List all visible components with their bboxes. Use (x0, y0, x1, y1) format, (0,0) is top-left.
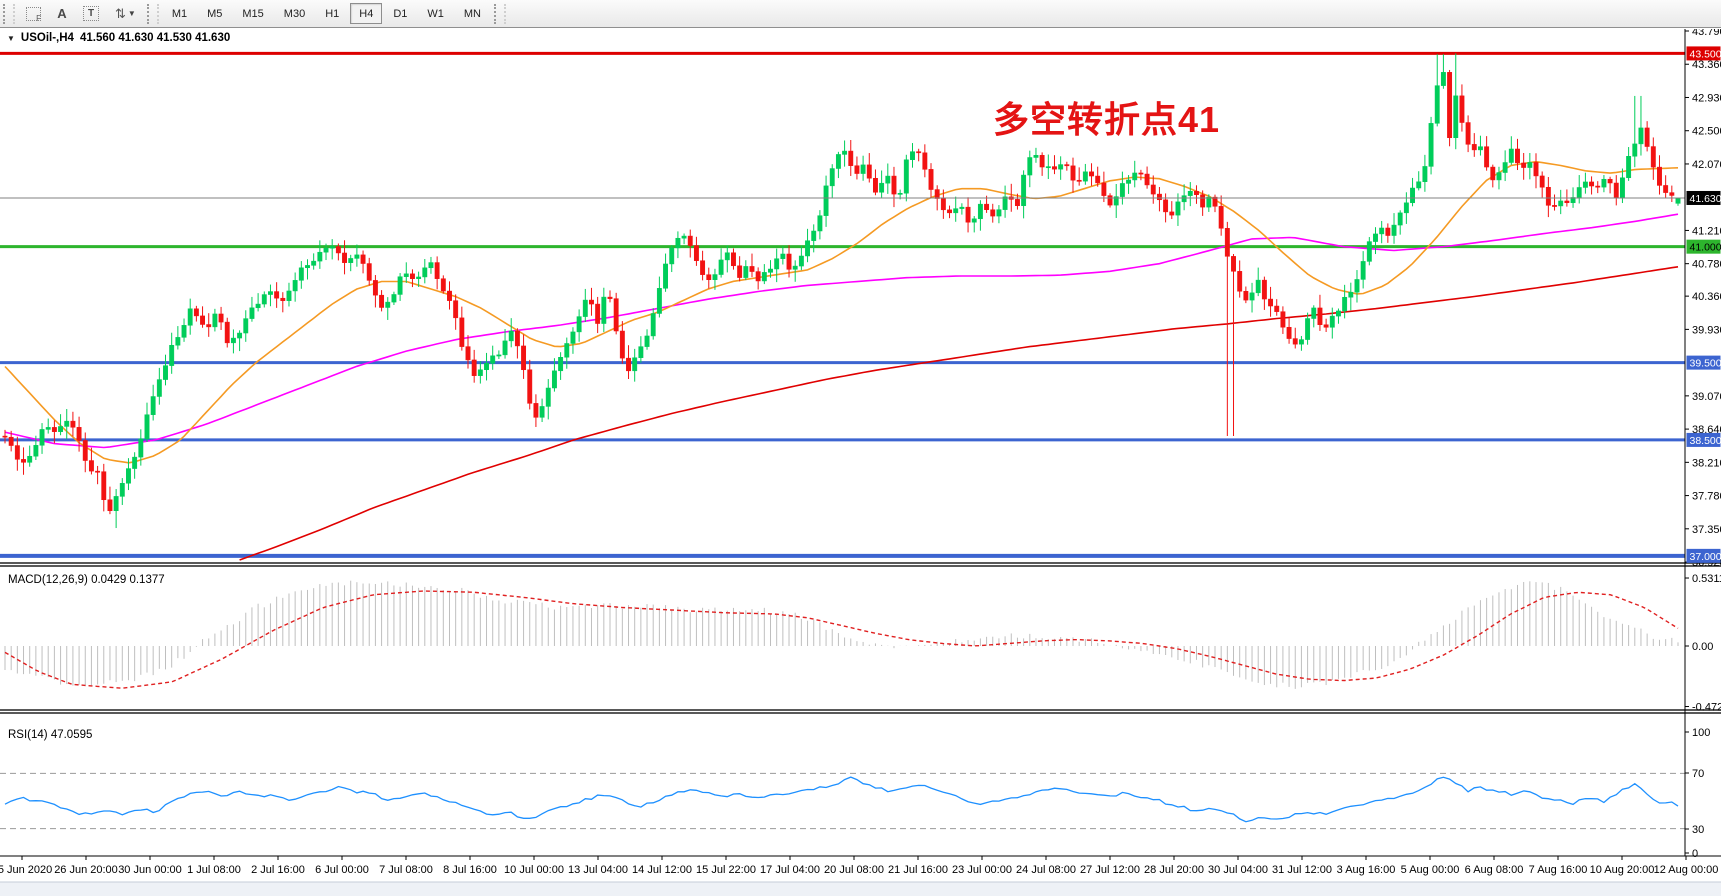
timeframe-button-H1[interactable]: H1 (316, 3, 348, 24)
timeframe-button-M5[interactable]: M5 (198, 3, 231, 24)
toolbar: F A T ⇅ ▼ M1 M5 M15 M30 H1 H4 D1 W1 MN (0, 0, 1721, 28)
svg-text:30: 30 (1692, 824, 1704, 836)
timeframe-button-D1[interactable]: D1 (384, 3, 416, 24)
svg-text:43.360: 43.360 (1692, 59, 1721, 71)
chart-svg[interactable]: 43.790 43.360 42.930 42.500 42.070 41.210 40.7… (0, 29, 1721, 896)
svg-text:28 Jul 20:00: 28 Jul 20:00 (1144, 864, 1204, 876)
svg-text:27 Jul 12:00: 27 Jul 12:00 (1080, 864, 1140, 876)
svg-text:5 Aug 00:00: 5 Aug 00:00 (1401, 864, 1460, 876)
arrows-tool-icon: ⇅ (115, 5, 126, 21)
svg-text:2 Jul 16:00: 2 Jul 16:00 (251, 864, 305, 876)
svg-text:23 Jul 00:00: 23 Jul 00:00 (952, 864, 1012, 876)
svg-text:42.930: 42.930 (1692, 92, 1721, 104)
svg-text:15 Jul 22:00: 15 Jul 22:00 (696, 864, 756, 876)
symbol-name: USOil-,H4 (20, 32, 74, 44)
svg-text:41.630: 41.630 (1690, 193, 1721, 205)
toolbar-grip[interactable] (146, 3, 159, 24)
svg-text:7 Aug 16:00: 7 Aug 16:00 (1529, 864, 1588, 876)
dropdown-caret-icon: ▼ (127, 9, 136, 18)
text-a-button[interactable]: A (50, 3, 74, 25)
svg-text:41.000: 41.000 (1690, 242, 1721, 254)
timeframe-group: M1 M5 M15 M30 H1 H4 D1 W1 MN (162, 3, 491, 24)
svg-text:41.210: 41.210 (1692, 225, 1721, 237)
symbol-label: ▼ USOil-,H4 41.560 41.630 41.530 41.630 (7, 32, 230, 44)
svg-text:100: 100 (1692, 727, 1710, 739)
svg-text:26 Jun 20:00: 26 Jun 20:00 (54, 864, 118, 876)
svg-text:30 Jul 04:00: 30 Jul 04:00 (1208, 864, 1268, 876)
svg-text:6 Jul 00:00: 6 Jul 00:00 (315, 864, 369, 876)
symbol-ohlc: 41.560 41.630 41.530 41.630 (79, 32, 231, 44)
svg-text:0.5311: 0.5311 (1692, 573, 1721, 585)
timeframe-button-M1[interactable]: M1 (163, 3, 196, 24)
svg-text:38.500: 38.500 (1690, 435, 1721, 447)
text-label-icon: T (83, 6, 99, 21)
svg-text:14 Jul 12:00: 14 Jul 12:00 (632, 864, 692, 876)
rsi-label: RSI(14) 47.0595 (8, 729, 93, 741)
symbol-dropdown-icon[interactable]: ▼ (7, 33, 15, 43)
macd-label: MACD(12,26,9) 0.0429 0.1377 (8, 574, 165, 586)
grid-f-icon: F (26, 6, 41, 23)
svg-text:43.500: 43.500 (1690, 48, 1721, 60)
timeframe-button-MN[interactable]: MN (455, 3, 490, 24)
svg-text:10 Jul 00:00: 10 Jul 00:00 (504, 864, 564, 876)
svg-text:43.790: 43.790 (1692, 29, 1721, 38)
timeframe-button-M30[interactable]: M30 (275, 3, 314, 24)
svg-text:-0.4728: -0.4728 (1692, 702, 1721, 714)
svg-text:37.780: 37.780 (1692, 491, 1721, 503)
svg-text:39.070: 39.070 (1692, 391, 1721, 403)
svg-text:0: 0 (1692, 848, 1698, 860)
svg-text:8 Jul 16:00: 8 Jul 16:00 (443, 864, 497, 876)
chart-annotation: 多空转折点41 (993, 99, 1221, 140)
svg-text:31 Jul 12:00: 31 Jul 12:00 (1272, 864, 1332, 876)
text-a-icon: A (57, 6, 67, 21)
svg-text:38.210: 38.210 (1692, 457, 1721, 469)
svg-text:39.930: 39.930 (1692, 324, 1721, 336)
text-label-button[interactable]: T (76, 3, 106, 25)
svg-text:3 Aug 16:00: 3 Aug 16:00 (1337, 864, 1396, 876)
svg-text:1 Jul 08:00: 1 Jul 08:00 (187, 864, 241, 876)
toolbar-grip[interactable] (494, 3, 506, 24)
svg-text:37.350: 37.350 (1692, 524, 1721, 536)
svg-text:37.000: 37.000 (1690, 551, 1721, 563)
svg-text:17 Jul 04:00: 17 Jul 04:00 (760, 864, 820, 876)
timeframe-button-M15[interactable]: M15 (233, 3, 272, 24)
timeframe-button-H4[interactable]: H4 (350, 3, 383, 24)
svg-text:13 Jul 04:00: 13 Jul 04:00 (568, 864, 628, 876)
svg-text:6 Aug 08:00: 6 Aug 08:00 (1465, 864, 1524, 876)
grid-f-button[interactable]: F (19, 3, 48, 25)
svg-text:25 Jun 2020: 25 Jun 2020 (0, 864, 52, 876)
svg-text:40.360: 40.360 (1692, 291, 1721, 303)
svg-text:7 Jul 08:00: 7 Jul 08:00 (379, 864, 433, 876)
svg-text:0.00: 0.00 (1692, 641, 1713, 653)
chart-plot[interactable]: 43.790 43.360 42.930 42.500 42.070 41.210 40.7… (0, 29, 1721, 896)
svg-text:70: 70 (1692, 768, 1704, 780)
svg-text:24 Jul 08:00: 24 Jul 08:00 (1016, 864, 1076, 876)
svg-text:42.070: 42.070 (1692, 159, 1721, 171)
svg-text:10 Aug 20:00: 10 Aug 20:00 (1590, 864, 1655, 876)
svg-text:20 Jul 08:00: 20 Jul 08:00 (824, 864, 884, 876)
svg-text:40.780: 40.780 (1692, 259, 1721, 271)
timeframe-button-W1[interactable]: W1 (418, 3, 453, 24)
svg-text:39.500: 39.500 (1690, 358, 1721, 370)
toolbar-grip[interactable] (3, 3, 15, 24)
svg-text:30 Jun 00:00: 30 Jun 00:00 (118, 864, 182, 876)
svg-text:21 Jul 16:00: 21 Jul 16:00 (888, 864, 948, 876)
svg-text:42.500: 42.500 (1692, 126, 1721, 138)
svg-text:12 Aug 00:00: 12 Aug 00:00 (1654, 864, 1719, 876)
arrows-tool-button[interactable]: ⇅ ▼ (108, 3, 143, 25)
